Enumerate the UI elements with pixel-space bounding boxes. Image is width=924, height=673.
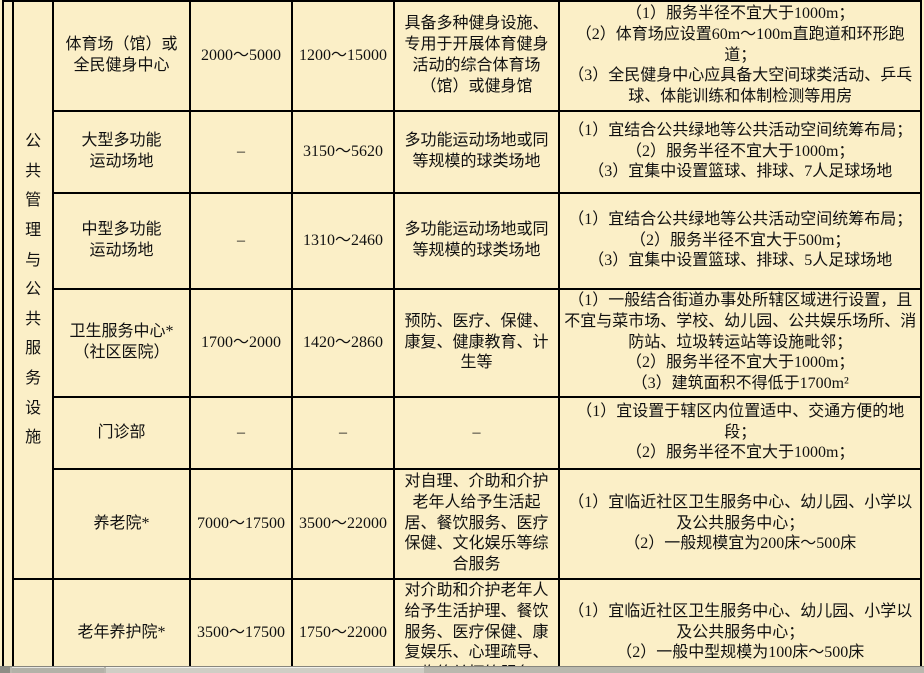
facility-name-cell: 卫生服务中心* （社区医院） xyxy=(52,288,191,398)
facility-name-cell: 中型多功能 运动场地 xyxy=(52,192,191,290)
table-row: 卫生服务中心* （社区医院） 1700～2000 1420～2860 预防、医疗… xyxy=(3,288,922,398)
requirements-cell: （1）宜设置于辖区内位置适中、交通方便的地段； （2）服务半径不宜大于1000m… xyxy=(558,395,922,470)
category-cell: 公共管理与公共服务设施 xyxy=(12,0,55,580)
left-margin-cell xyxy=(2,0,15,667)
range1-cell: 7000～17500 xyxy=(188,467,294,580)
description-cell: 多功能运动场地或同等规模的球类场地 xyxy=(392,192,561,290)
facility-name-cell: 老年养护院* xyxy=(52,577,191,667)
range2-cell: 1750～22000 xyxy=(291,577,395,667)
facility-name-cell: 体育场（馆）或 全民健身中心 xyxy=(52,0,191,112)
description-cell: – xyxy=(392,395,561,470)
requirements-cell: （1）服务半径不宜大于1000m； （2）体育场应设置60m～100m直跑道和环… xyxy=(558,0,922,112)
range1-cell: 2000～5000 xyxy=(188,0,294,112)
bottom-strip-segment xyxy=(12,667,104,673)
facility-name-cell: 养老院* xyxy=(52,467,191,580)
requirements-cell: （1）宜临近社区卫生服务中心、幼儿园、小学以及公共服务中心； （2）一般规模宜为… xyxy=(558,467,922,580)
facility-name-cell: 门诊部 xyxy=(52,395,191,470)
range1-cell: 1700～2000 xyxy=(188,288,294,398)
requirements-cell: （1）宜结合公共绿地等公共活动空间统筹布局； （2）服务半径不宜大于1000m；… xyxy=(558,110,922,194)
category-cell-empty xyxy=(12,577,55,667)
bottom-strip-segment xyxy=(106,667,424,673)
table-row: 老年养护院* 3500～17500 1750～22000 对介助和介护老年人给予… xyxy=(3,577,922,667)
table-row: 养老院* 7000～17500 3500～22000 对自理、介助和介护老年人给… xyxy=(3,467,922,580)
requirements-cell: （1）宜临近社区卫生服务中心、幼儿园、小学以及公共服务中心； （2）一般中型规模… xyxy=(558,577,922,667)
facility-name-cell: 大型多功能 运动场地 xyxy=(52,110,191,194)
table-row: 大型多功能 运动场地 – 3150～5620 多功能运动场地或同等规模的球类场地… xyxy=(3,110,922,194)
description-cell: 对自理、介助和介护老年人给予生活起居、餐饮服务、医疗保健、文化娱乐等综合服务 xyxy=(392,467,561,580)
range1-cell: – xyxy=(188,192,294,290)
requirements-cell: （1）宜结合公共绿地等公共活动空间统筹布局； （2）服务半径不宜大于500m； … xyxy=(558,192,922,290)
bottom-edge-strip xyxy=(0,666,924,673)
requirements-cell: （1）一般结合街道办事处所辖区域进行设置，且不宜与菜市场、学校、幼儿园、公共娱乐… xyxy=(558,288,922,398)
description-cell: 多功能运动场地或同等规模的球类场地 xyxy=(392,110,561,194)
range2-cell: 1420～2860 xyxy=(291,288,395,398)
table-row: 中型多功能 运动场地 – 1310～2460 多功能运动场地或同等规模的球类场地… xyxy=(3,192,922,290)
range2-cell: – xyxy=(291,395,395,470)
category-label: 公共管理与公共服务设施 xyxy=(25,133,42,447)
range1-cell: 3500～17500 xyxy=(188,577,294,667)
range2-cell: 1310～2460 xyxy=(291,192,395,290)
description-cell: 预防、医疗、保健、康复、健康教育、计生等 xyxy=(392,288,561,398)
range2-cell: 3500～22000 xyxy=(291,467,395,580)
range2-cell: 1200～15000 xyxy=(291,0,395,112)
description-cell: 对介助和介护老年人给予生活护理、餐饮服务、医疗保健、康复娱乐、心理疏导、临终关怀… xyxy=(392,577,561,667)
description-cell: 具备多种健身设施、专用于开展体育健身活动的综合体育场（馆）或健身馆 xyxy=(392,0,561,112)
bottom-strip-segment xyxy=(0,667,10,673)
range1-cell: – xyxy=(188,110,294,194)
table-row: 门诊部 – – – （1）宜设置于辖区内位置适中、交通方便的地段； （2）服务半… xyxy=(3,395,922,470)
range1-cell: – xyxy=(188,395,294,470)
range2-cell: 3150～5620 xyxy=(291,110,395,194)
